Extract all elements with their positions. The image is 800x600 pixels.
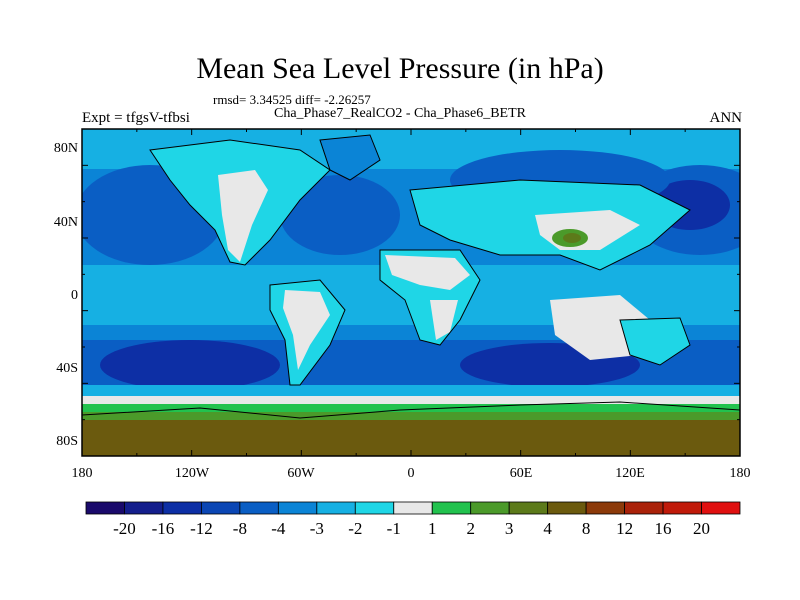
colorbar-swatch [277,501,318,515]
south-pacific-core [100,340,280,390]
north-atlantic-anomaly [280,175,400,255]
colorbar-level-label: -2 [348,519,363,538]
coast-north-america [149,139,331,266]
subantarctic-band [82,385,740,397]
coast-antarctica [82,401,740,419]
plot-subtitle-stats: rmsd= 3.34525 diff= -2.26257 [213,92,371,107]
positive-band-2 [82,412,740,420]
colorbar-level-label: -8 [232,519,247,538]
coast-greenland [319,134,381,181]
colorbar-level-label: 3 [504,519,514,538]
lon-label-180e: 180 [729,466,751,481]
colorbar-swatch [316,501,356,515]
lat-label-40n: 40N [53,215,78,230]
colorbar-level-label: 20 [693,519,711,538]
zero-band [82,396,740,404]
coast-africa [379,249,481,346]
south-africa-core [430,300,458,340]
plot-right-string: ANN [709,110,743,126]
colorbar-swatch [354,501,395,515]
lon-label-180w: 180 [71,466,93,481]
colorbar-level-label: -16 [151,519,175,538]
colorbar-level-label: 12 [616,519,634,538]
lat-label-40s: 40S [56,361,78,376]
indian-ocean-core [550,295,650,360]
colorbar-swatch [547,501,587,515]
colorbar-level-label: -3 [309,519,324,538]
lon-label-0: 0 [407,466,415,481]
north-america-core [218,170,268,262]
greenland-region [320,135,380,180]
lon-label-120w: 120W [174,466,210,481]
colorbar-swatch [201,501,241,515]
lat-label-80s: 80S [56,434,78,449]
colorbar-level-label: -12 [190,519,213,538]
colorbar-level-label: -4 [271,519,286,538]
colorbar-level-label: 4 [543,519,552,538]
positive-band-1 [82,404,740,412]
colorbar-level-label: -1 [386,519,401,538]
plot-title: Mean Sea Level Pressure (in hPa) [196,52,604,85]
south-america-core [283,290,330,370]
colorbar-swatch [585,501,625,515]
colorbar-swatch [508,501,549,515]
colorbar-swatch [124,501,164,515]
tibet-positive-core [563,233,581,243]
lon-label-120e: 120E [615,466,645,481]
colorbar-swatch [701,501,741,515]
africa-core [385,255,470,290]
colorbar-level-label: 1 [427,519,437,538]
lon-label-60w: 60W [287,466,315,481]
colorbar-swatch [431,501,472,515]
colorbar-level-label: 2 [466,519,475,538]
coast-australia [619,317,691,366]
lon-label-60e: 60E [509,466,533,481]
colorbar-swatch [393,501,433,515]
coastlines [82,134,740,419]
colorbar-swatch [239,501,279,515]
colorbar-swatch [162,501,202,515]
colorbar-swatch [470,501,510,515]
colorbar-level-label: -20 [113,519,136,538]
colorbar-swatch [624,501,664,515]
axis-ticks [81,128,741,457]
coast-eurasia [409,179,691,271]
colorbar-swatch [662,501,702,515]
colorbar-level-label: 8 [581,519,591,538]
plot-left-string: Expt = tfgsV-tfbsi [82,110,190,126]
australia-region [620,318,690,365]
coast-south-america [269,279,346,386]
colorbar-swatch [85,501,125,515]
lat-label-80n: 80N [53,141,78,156]
colorbar-level-label: 16 [654,519,672,538]
lat-label-0: 0 [71,288,78,303]
plot-center-string: Cha_Phase7_RealCO2 - Cha_Phase6_BETR [274,106,526,121]
